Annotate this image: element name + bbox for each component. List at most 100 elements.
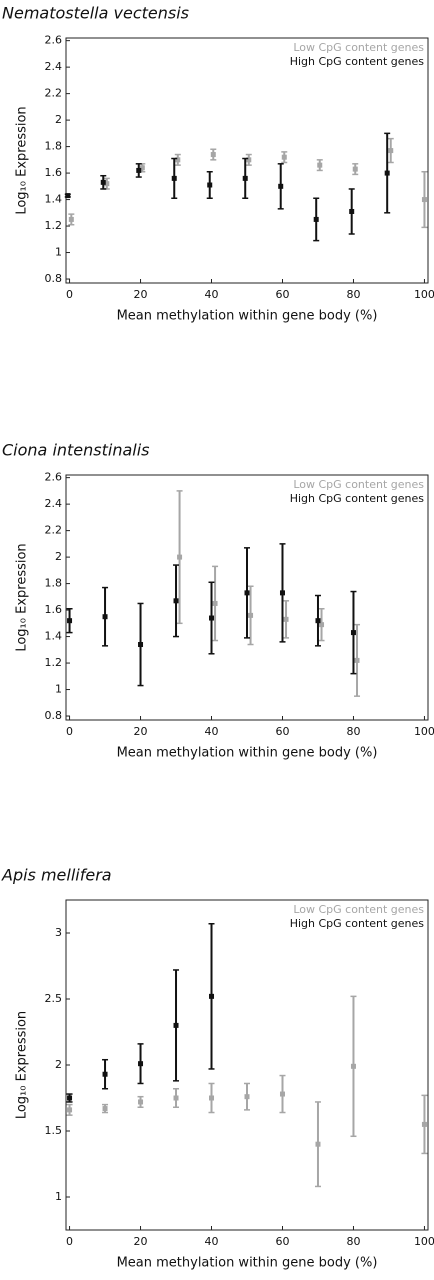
point [173,598,179,604]
y-tick-label: 2 [55,550,62,563]
y-tick-label: 1.6 [45,603,63,616]
y-tick-label: 2.6 [45,34,63,47]
point [349,208,355,214]
legend-entry: High CpG content genes [290,55,425,68]
point [281,154,287,160]
y-tick-label: 1.2 [45,219,63,232]
point [279,590,285,596]
y-tick-label: 1 [55,246,62,259]
y-tick-label: 1.4 [45,193,63,206]
x-tick-label: 0 [66,1235,73,1248]
point [384,170,390,176]
y-tick-label: 3 [55,926,62,939]
point [171,175,177,181]
point [102,614,108,620]
y-tick-label: 1.4 [45,630,63,643]
x-tick-label: 60 [275,725,289,738]
point [242,175,248,181]
point [421,197,427,203]
y-tick-label: 1 [55,1190,62,1203]
legend-entry: Low CpG content genes [293,478,424,491]
chart-title: Nematostella vectensis [2,4,189,23]
y-tick-label: 2.6 [45,471,63,484]
point [283,616,289,622]
point [244,1094,250,1100]
point [139,165,145,171]
point [315,618,321,624]
y-axis-label: Log₁₀ Expression [15,543,30,651]
point [354,657,360,663]
point [248,612,254,618]
chart-title: Ciona intenstinalis [2,441,150,460]
x-tick-label: 0 [66,288,73,301]
x-tick-label: 40 [205,725,219,738]
x-tick-label: 100 [414,1235,434,1248]
y-tick-label: 2 [55,1058,62,1071]
point [388,148,394,154]
point [279,1091,285,1097]
point [421,1121,427,1127]
x-tick-label: 20 [134,1235,148,1248]
x-tick-label: 100 [414,725,434,738]
y-tick-label: 1.8 [45,577,63,590]
point [207,182,213,188]
point [319,622,325,628]
x-tick-label: 80 [346,725,360,738]
point [210,152,216,158]
y-axis-label: Log₁₀ Expression [15,106,30,214]
point [138,1061,144,1067]
y-tick-label: 2.5 [45,992,63,1005]
chart-title: Apis mellifera [1,866,112,885]
point [68,216,74,222]
point [173,1095,179,1101]
y-tick-label: 1 [55,683,62,696]
point [175,157,181,163]
point [104,181,110,187]
point [313,216,319,222]
x-tick-label: 60 [275,288,289,301]
y-tick-label: 2 [55,113,62,126]
x-tick-label: 20 [134,288,148,301]
x-tick-label: 100 [414,288,434,301]
point [317,162,323,168]
point [138,1099,144,1105]
point [67,618,73,624]
y-axis-label: Log₁₀ Expression [15,1011,30,1119]
point [102,1071,108,1077]
x-tick-label: 40 [205,1235,219,1248]
point [209,615,215,621]
plot-frame [65,899,429,1231]
x-tick-label: 20 [134,725,148,738]
point [350,630,356,636]
x-tick-label: 60 [275,1235,289,1248]
legend-entry: Low CpG content genes [293,903,424,916]
point [67,1107,73,1113]
y-tick-label: 0.8 [45,709,63,722]
point [209,1095,215,1101]
point [138,642,144,648]
y-tick-label: 2.4 [45,60,63,73]
point [102,1106,108,1112]
y-tick-label: 1.8 [45,140,63,153]
legend-entry: Low CpG content genes [293,41,424,54]
point [173,1022,179,1028]
point [246,157,252,163]
point [244,590,250,596]
point [278,183,284,189]
y-tick-label: 1.5 [45,1124,63,1137]
plot-frame [65,37,429,284]
x-axis-label: Mean methylation within gene body (%) [117,746,378,761]
point [65,193,71,199]
point [67,1095,73,1101]
y-tick-label: 0.8 [45,272,63,285]
point [177,554,183,560]
point [350,1063,356,1069]
y-tick-label: 2.4 [45,497,63,510]
y-tick-label: 1.2 [45,656,63,669]
x-tick-label: 80 [346,288,360,301]
point [315,1141,321,1147]
point [209,993,215,999]
y-tick-label: 1.6 [45,166,63,179]
